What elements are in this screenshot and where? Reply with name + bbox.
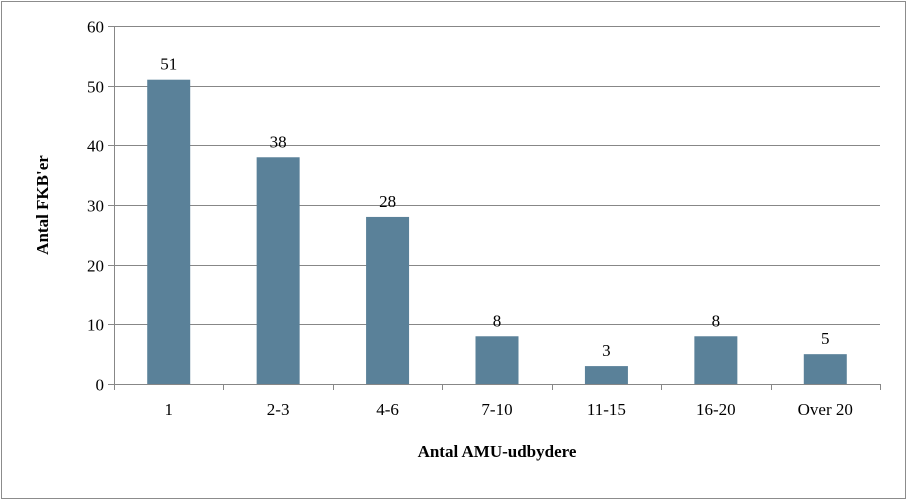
axes bbox=[108, 26, 881, 390]
x-tick-label: 2-3 bbox=[267, 400, 290, 419]
y-tick-label: 50 bbox=[87, 78, 104, 97]
data-label: 8 bbox=[493, 311, 502, 330]
gridlines bbox=[114, 26, 880, 325]
bar bbox=[803, 354, 847, 384]
data-label: 51 bbox=[160, 55, 177, 74]
y-tick-labels: 0 10 20 30 40 50 60 bbox=[87, 18, 104, 395]
y-tick-label: 20 bbox=[87, 257, 104, 276]
x-tick-labels: 1 2-3 4-6 7-10 11-15 16-20 Over 20 bbox=[164, 400, 852, 419]
y-tick-label: 60 bbox=[87, 18, 104, 37]
data-label: 5 bbox=[821, 329, 830, 348]
x-tick-label: Over 20 bbox=[798, 400, 853, 419]
y-axis-title: Antal FKB'er bbox=[33, 155, 52, 255]
x-axis-title: Antal AMU-udbydere bbox=[418, 442, 577, 461]
data-label: 28 bbox=[379, 192, 396, 211]
bar bbox=[475, 336, 519, 384]
bar bbox=[694, 336, 738, 384]
bars bbox=[147, 79, 847, 384]
y-tick-label: 40 bbox=[87, 137, 104, 156]
x-tick-label: 11-15 bbox=[587, 400, 626, 419]
data-label: 38 bbox=[270, 132, 287, 151]
bar bbox=[584, 366, 628, 384]
bar bbox=[366, 216, 410, 384]
x-tick-label: 7-10 bbox=[481, 400, 512, 419]
y-tick-label: 0 bbox=[96, 376, 105, 395]
bar bbox=[256, 157, 300, 384]
x-tick-label: 4-6 bbox=[376, 400, 399, 419]
data-label: 8 bbox=[712, 311, 721, 330]
y-tick-label: 10 bbox=[87, 316, 104, 335]
bar bbox=[147, 79, 191, 384]
y-tick-label: 30 bbox=[87, 197, 104, 216]
x-tick-label: 16-20 bbox=[696, 400, 736, 419]
data-label: 3 bbox=[602, 341, 611, 360]
x-tick-label: 1 bbox=[164, 400, 173, 419]
